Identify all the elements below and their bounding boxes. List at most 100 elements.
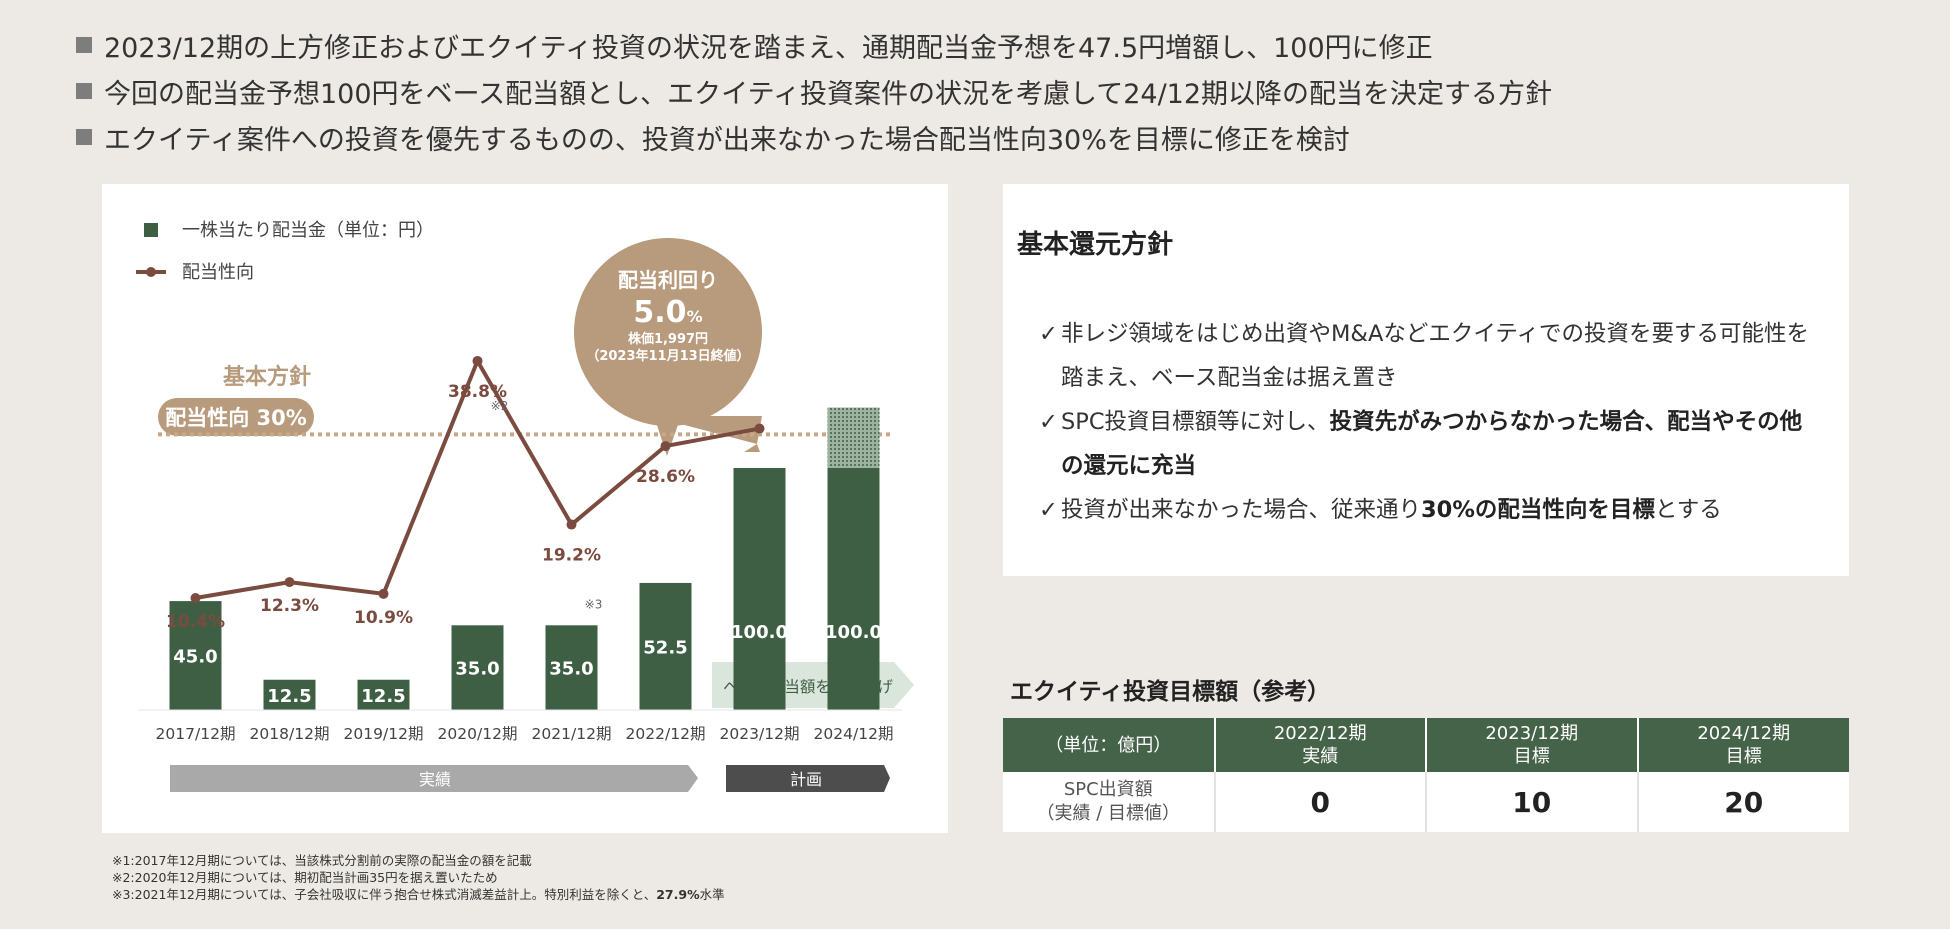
policy-text: 非レジ領域をはじめ出資やM&Aなどエクイティでの投資を要する可能性を踏まえ、ベー… (1061, 321, 1810, 391)
payout-ratio-point (472, 355, 483, 366)
dividend-bar (827, 468, 880, 710)
footnote: ※2:2020年12月期については、期初配当計画35円を据え置いたため (112, 870, 498, 885)
equity-target-table: （単位：億円） 2022/12期 実績 2023/12期 目標 2024/12期 目標… (1003, 718, 1849, 832)
dividend-chart-panel: 一株当たり配当金（単位：円） 配当性向 配当利回り 5.0% 株価1,997円 （2023… (102, 184, 948, 833)
payout-ratio-label: 30.7% (730, 450, 789, 470)
bar-value-label: 52.5 (643, 637, 687, 658)
policy-item: ✓ 非レジ領域をはじめ出資やM&Aなどエクイティでの投資を要する可能性を踏まえ、… (1039, 312, 1819, 400)
summary-bullets: 2023/12期の上方修正およびエクイティ投資の状況を踏まえ、通期配当金予想を4… (76, 22, 1552, 160)
unit-header: （単位：億円） (1003, 718, 1216, 772)
square-bullet-icon (76, 83, 92, 99)
square-bullet-icon (76, 129, 92, 145)
bubble-subtext: 株価1,997円 (628, 331, 708, 347)
payout-ratio-label: 10.4% (166, 612, 225, 632)
footnote-mark: ※2 (491, 399, 509, 413)
dividend-bar (451, 625, 504, 710)
payout-ratio-label: 19.2% (542, 546, 601, 566)
period-actual-label: 実績 (419, 770, 451, 789)
table-cell: 10 (1426, 772, 1639, 832)
dividend-bar (733, 468, 786, 710)
table-cell: 0 (1214, 772, 1427, 832)
payout-ratio-label: 10.9% (354, 608, 413, 628)
policy-item: ✓ SPC投資目標額等に対し、投資先がみつからなかった場合、配当やその他の還元に… (1039, 400, 1819, 488)
summary-bullet: 2023/12期の上方修正およびエクイティ投資の状況を踏まえ、通期配当金予想を4… (76, 22, 1552, 68)
summary-bullet: エクイティ案件への投資を優先するものの、投資が出来なかった場合配当性向30%を目… (76, 114, 1552, 160)
dividend-bar (357, 679, 410, 710)
bubble-tail (656, 422, 679, 456)
check-icon: ✓ (1039, 409, 1058, 435)
policy-pill (158, 398, 314, 436)
bar-value-label: 12.5 (361, 686, 405, 707)
bar-value-label: 100.0 (731, 622, 788, 643)
legend-bar-label: 一株当たり配当金（単位：円） (182, 220, 434, 241)
bar-value-label: 35.0 (549, 659, 593, 680)
bar-value-label: 45.0 (173, 647, 217, 668)
return-policy-panel: 基本還元方針 ✓ 非レジ領域をはじめ出資やM&Aなどエクイティでの投資を要する可… (1003, 184, 1849, 576)
column-header: 2022/12期 実績 (1214, 718, 1427, 772)
square-bullet-icon (76, 37, 92, 53)
dividend-bar (169, 601, 222, 710)
check-icon: ✓ (1039, 321, 1058, 347)
column-header: 2024/12期 目標 (1637, 718, 1849, 772)
bubble-subtext: （2023年11月13日終値） (586, 348, 749, 364)
category-label: 2019/12期 (344, 725, 424, 743)
period-actual-bar (170, 765, 698, 792)
legend-line-label: 配当性向 (182, 262, 254, 283)
period-plan-label: 計画 (790, 770, 822, 789)
footnotes: ※1:2017年12月期については、当該株式分割前の実際の配当金の額を記載 ※2… (112, 852, 725, 903)
bullet-text: 2023/12期の上方修正およびエクイティ投資の状況を踏まえ、通期配当金予想を4… (104, 32, 1433, 64)
payout-ratio-label: 28.6% (636, 467, 695, 487)
yield-bubble (574, 238, 762, 426)
bar-value-label: 12.5 (267, 686, 311, 707)
footnote: ※1:2017年12月期については、当該株式分割前の実際の配当金の額を記載 (112, 853, 532, 868)
base-raise-arrow-label: ベース配当額を引き上げ (723, 678, 893, 696)
footnote-mark: ※3 (585, 598, 603, 612)
table-cell: 20 (1637, 772, 1849, 832)
table-row: SPC出資額 （実績 / 目標値） 0 10 20 (1003, 772, 1849, 832)
policy-text: SPC投資目標額等に対し、投資先がみつからなかった場合、配当やその他の還元に充当 (1061, 409, 1803, 479)
policy-text: 投資が出来なかった場合、従来通り30%の配当性向を目標とする (1061, 497, 1722, 523)
dividend-bar (263, 679, 316, 710)
payout-ratio-label: 38.8% (448, 382, 507, 402)
category-label: 2024/12期 (814, 725, 894, 743)
dividend-bar (639, 582, 692, 710)
payout-ratio-point (754, 423, 765, 434)
bubble-value: 5.0% (633, 295, 702, 330)
payout-ratio-point (566, 519, 577, 530)
policy-item: ✓ 投資が出来なかった場合、従来通り30%の配当性向を目標とする (1039, 488, 1819, 532)
bar-value-label: 35.0 (455, 659, 499, 680)
legend-bar-swatch (144, 223, 158, 237)
dividend-chart: 一株当たり配当金（単位：円） 配当性向 配当利回り 5.0%株価1,997円（2023… (136, 220, 914, 792)
upside-bar-segment (827, 407, 880, 468)
payout-ratio-point (190, 592, 201, 603)
category-label: 2022/12期 (626, 725, 706, 743)
bubble-title: 配当利回り (618, 268, 718, 292)
footnote: ※3:2021年12月期については、子会社吸収に伴う抱合せ株式消滅差益計上。特別… (112, 887, 725, 902)
table-header-row: （単位：億円） 2022/12期 実績 2023/12期 目標 2024/12期 目標 (1003, 718, 1849, 772)
category-label: 2017/12期 (156, 725, 236, 743)
category-label: 2020/12期 (438, 725, 518, 743)
check-icon: ✓ (1039, 497, 1058, 523)
bubble-pointer (650, 416, 762, 452)
payout-ratio-point (284, 577, 295, 588)
column-header: 2023/12期 目標 (1426, 718, 1639, 772)
category-label: 2023/12期 (720, 725, 800, 743)
policy-pill-label: 配当性向 30% (165, 406, 307, 430)
payout-ratio-point (378, 588, 389, 599)
category-label: 2018/12期 (250, 725, 330, 743)
bar-value-label: 100.0 (825, 622, 882, 643)
dividend-bar (545, 625, 598, 710)
period-plan-bar (726, 765, 890, 792)
equity-target-title: エクイティ投資目標額（参考） (1010, 679, 1331, 705)
policy-label: 基本方針 (223, 364, 311, 390)
payout-ratio-label: 12.3% (260, 596, 319, 616)
bullet-text: 今回の配当金予想100円をベース配当額とし、エクイティ投資案件の状況を考慮して2… (104, 78, 1553, 110)
payout-ratio-point (660, 441, 671, 452)
category-label: 2021/12期 (532, 725, 612, 743)
policy-list: ✓ 非レジ領域をはじめ出資やM&Aなどエクイティでの投資を要する可能性を踏まえ、… (1039, 312, 1819, 532)
bullet-text: エクイティ案件への投資を優先するものの、投資が出来なかった場合配当性向30%を目… (104, 124, 1350, 156)
legend-line-marker (146, 267, 156, 277)
summary-bullet: 今回の配当金予想100円をベース配当額とし、エクイティ投資案件の状況を考慮して2… (76, 68, 1552, 114)
row-label: SPC出資額 （実績 / 目標値） (1003, 772, 1216, 832)
policy-title: 基本還元方針 (1017, 230, 1174, 260)
